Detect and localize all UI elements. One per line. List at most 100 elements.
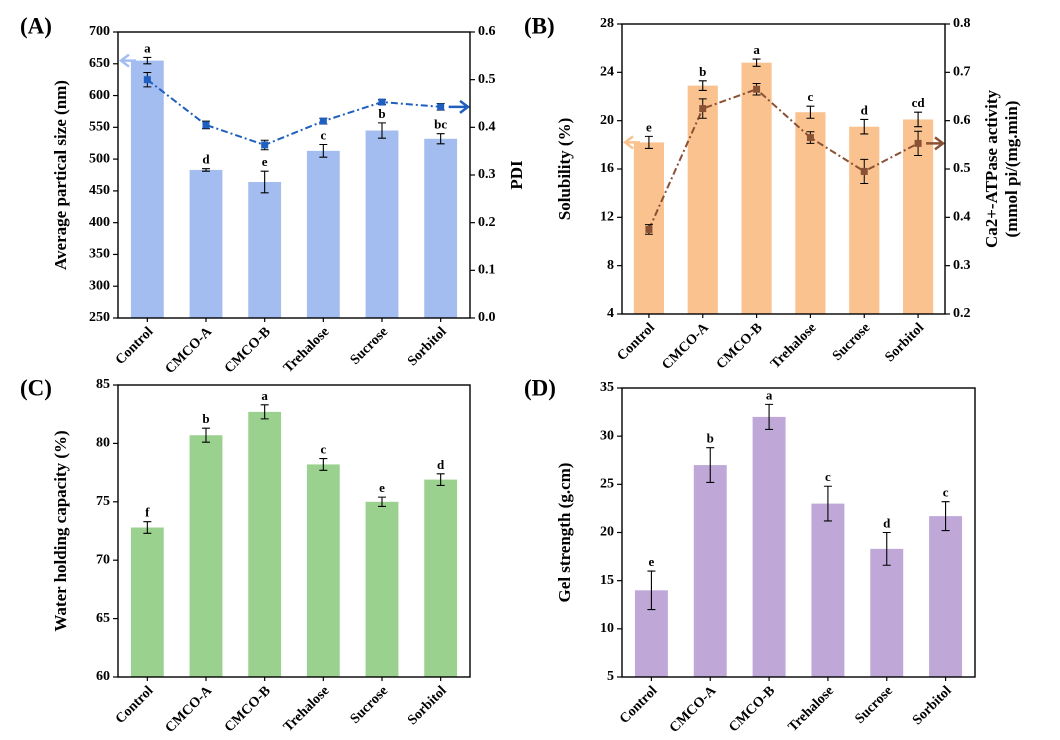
significance-letter: e [379,480,385,495]
x-tick-label: Trehalose [786,683,837,734]
y-tick-label: 15 [600,573,614,588]
y-tick-label: 550 [89,120,110,135]
error-bar [882,531,891,566]
line [648,88,919,230]
plot-frame [621,23,946,315]
x-tick-label: CMCO-A [163,324,216,377]
significance-letter: b [707,431,714,446]
bar [849,126,880,314]
x-tick-label: Sucrose [830,320,873,363]
x-tick-label: Control [615,320,659,364]
line-marker [378,98,386,106]
y2-tick-label: 0.3 [953,258,971,273]
bar [811,503,845,677]
y-tick-label: 300 [89,278,110,293]
line-marker [437,103,445,111]
y-tick-label: 350 [89,247,110,262]
y-tick-label: 70 [96,552,110,567]
plot-frame [117,384,471,678]
error-bar [202,427,210,443]
error-bar [823,485,832,522]
error-bar [941,501,950,532]
significance-letter: e [262,154,268,169]
error-bar [143,56,152,65]
error-bar [765,403,774,430]
significance-letter: c [320,442,326,457]
bar [424,479,458,677]
line-marker [143,76,151,84]
line-marker [753,85,761,93]
bar [741,62,772,314]
significance-letter: d [861,102,869,117]
line-marker [914,139,922,147]
x-tick-label: Sucrose [348,324,391,367]
x-tick-label: Sucrose [348,683,391,726]
bar [870,548,904,677]
line-marker [319,117,327,125]
y-tick-label: 75 [96,494,110,509]
panel-label: (B) [524,13,555,38]
significance-letter: cd [912,95,926,110]
error-bar [260,404,269,420]
error-bar [752,58,761,67]
bar [248,181,282,318]
right-arrow [926,136,946,151]
significance-letter: b [202,411,209,426]
bar [752,416,786,677]
bar [248,411,282,677]
y-tick-label: 20 [600,525,614,540]
line-marker [261,141,269,149]
y2-tick-label: 0.5 [478,72,496,87]
error-bar [914,111,923,128]
y-tick-label: 250 [89,310,110,325]
error-bar [319,458,328,471]
significance-letter: e [646,119,652,134]
significance-letter: e [649,554,655,569]
y2-tick-label: 0.3 [478,167,496,182]
left-arrow [118,53,136,68]
y2-tick-label: 0.7 [953,65,971,80]
panel-label: (D) [524,375,556,400]
x-tick-label: CMCO-B [714,320,766,372]
y2-tick-label: 0.8 [953,16,971,31]
panel-label: (A) [20,13,52,38]
error-bar [647,570,656,611]
y-tick-label: 8 [607,258,614,273]
y-tick-label: 20 [600,113,614,128]
x-tick-label: CMCO-A [659,320,712,373]
bar [306,464,340,677]
significance-letter: d [437,457,445,472]
y-tick-label: 4 [607,306,614,321]
error-bar [319,143,328,158]
plot-frame [117,31,471,319]
line-marker [806,134,814,142]
x-tick-label: Sorbitol [910,683,955,728]
y2-tick-label: 0.2 [953,306,971,321]
y-axis-label: Gel strength (g.cm) [555,463,574,603]
error-bar [644,135,653,150]
y-tick-label: 450 [89,183,110,198]
bar [130,60,164,318]
x-tick-label: Sucrose [852,683,895,726]
line-marker [202,121,210,129]
y-axis-label: Solubility (%) [555,118,574,221]
y-tick-label: 16 [600,161,614,176]
x-tick-label: Control [113,324,157,368]
error-bar [806,105,815,119]
y2-tick-label: 0.4 [478,120,496,135]
bar [795,112,826,314]
x-tick-label: CMCO-B [726,683,778,735]
x-tick-label: CMCO-A [163,683,216,736]
significance-letter: c [943,485,949,500]
y2-tick-label: 0.4 [953,210,971,225]
x-tick-label: CMCO-B [222,324,274,376]
error-bar [202,168,210,172]
bar [189,435,223,677]
y2-tick-label: 0.5 [953,161,971,176]
left-arrow [622,135,640,150]
line-marker [645,225,653,233]
error-bar [378,496,386,508]
error-bar [698,80,707,92]
y2-axis-label: Ca2+-ATPase activity [982,89,1001,248]
